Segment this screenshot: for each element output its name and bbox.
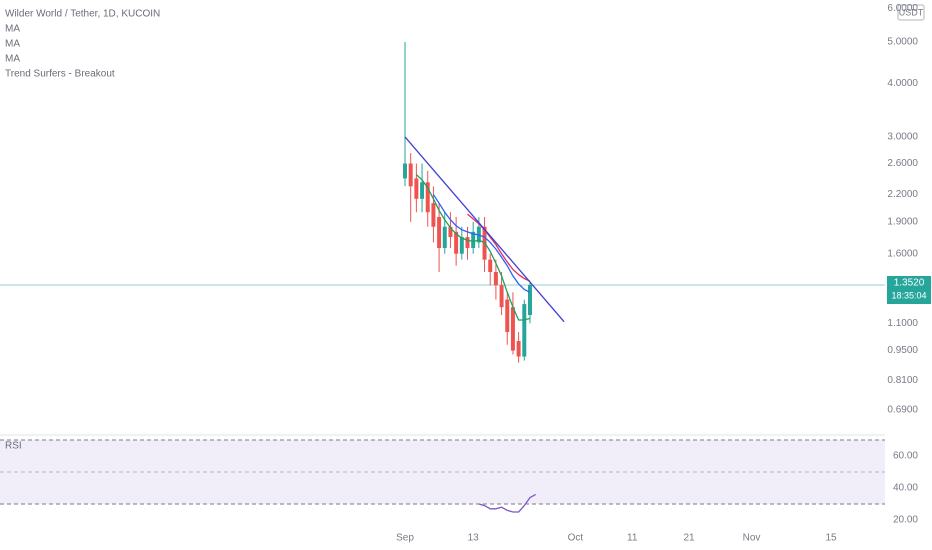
y-tick-label: 0.9500 — [887, 345, 918, 356]
candle-body — [499, 285, 504, 308]
candle-body — [527, 285, 532, 316]
y-tick-label: 0.8100 — [887, 375, 918, 386]
x-tick-label: 21 — [683, 533, 695, 544]
x-tick-label: 13 — [468, 533, 480, 544]
candle-body — [448, 226, 453, 238]
indicator-label: Trend Surfers - Breakout — [5, 69, 115, 80]
candle-body — [510, 307, 515, 351]
candle-body — [471, 231, 476, 249]
y-tick-label: 0.6900 — [887, 405, 918, 416]
countdown: 18:35:04 — [891, 290, 926, 300]
price-tag — [887, 276, 931, 305]
rsi-label: RSI — [5, 441, 22, 452]
candle-body — [454, 231, 459, 254]
y-tick-label: 4.0000 — [887, 78, 918, 89]
x-tick-label: Oct — [568, 533, 584, 544]
candle-body — [465, 237, 470, 249]
y-tick-label: 20.00 — [893, 515, 918, 526]
y-tick-label: 60.00 — [893, 451, 918, 462]
x-tick-label: 11 — [627, 533, 638, 544]
trend-line — [404, 136, 565, 323]
candle-body — [493, 272, 498, 286]
indicator-line — [478, 493, 536, 513]
candle-body — [420, 182, 425, 199]
x-tick-label: 15 — [825, 533, 837, 544]
candle-body — [459, 237, 464, 254]
y-tick-label: 1.6000 — [887, 248, 918, 259]
y-tick-label: 2.6000 — [887, 158, 918, 169]
currency-label[interactable]: USDT — [899, 7, 924, 17]
price-tag-label: 1.3520 — [894, 278, 925, 289]
candle-body — [425, 182, 430, 213]
candle-body — [431, 203, 436, 227]
indicator-label: MA — [5, 39, 20, 50]
x-tick-label: Nov — [743, 533, 761, 544]
candle-body — [437, 216, 442, 249]
y-tick-label: 2.2000 — [887, 189, 918, 200]
candle-body — [505, 299, 510, 332]
candle-body — [414, 178, 419, 199]
indicator-line — [415, 174, 531, 321]
y-tick-label: 1.9000 — [887, 216, 918, 227]
y-tick-label: 5.0000 — [887, 37, 918, 48]
candle-body — [403, 163, 407, 179]
indicator-label: MA — [5, 24, 20, 35]
symbol-title: Wilder World / Tether, 1D, KUCOIN — [5, 9, 160, 20]
candle-body — [408, 163, 413, 187]
currency-button[interactable] — [897, 4, 925, 21]
candle-body — [522, 304, 527, 357]
y-tick-label: 1.1000 — [887, 318, 918, 329]
indicator-line — [467, 213, 531, 282]
y-tick-label: 40.00 — [893, 483, 918, 494]
candle-body — [516, 341, 521, 357]
candle-body — [488, 259, 493, 273]
indicator-label: MA — [5, 54, 20, 65]
y-tick-label: 3.0000 — [887, 132, 918, 143]
y-tick-label: 6.0000 — [887, 3, 918, 14]
indicator-line — [432, 194, 531, 293]
candle-body — [442, 226, 447, 249]
x-tick-label: Sep — [396, 533, 414, 544]
